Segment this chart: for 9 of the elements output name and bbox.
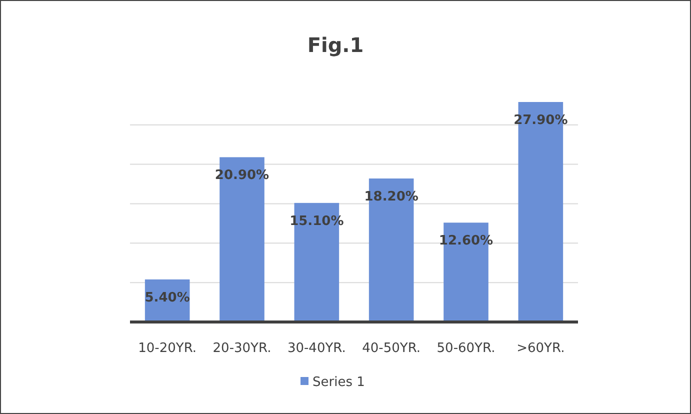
chart-title: Fig.1 <box>307 33 364 57</box>
x-tick-label: >60YR. <box>516 341 565 356</box>
x-tick-label: 40-50YR. <box>362 341 421 356</box>
x-tick-label: 50-60YR. <box>436 341 496 356</box>
x-tick-label: 30-40YR. <box>287 341 346 356</box>
legend-label: Series 1 <box>312 375 365 390</box>
x-tick-label: 10-20YR. <box>138 341 197 356</box>
data-label: 5.40% <box>144 290 190 306</box>
x-tick-label: 20-30YR. <box>212 341 272 356</box>
